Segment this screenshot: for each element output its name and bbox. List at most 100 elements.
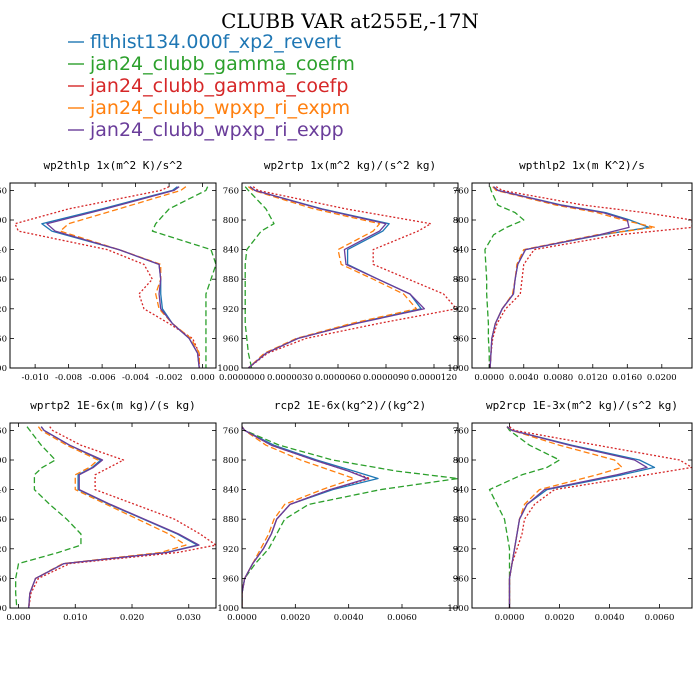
legend-entry: jan24_clubb_wpxp_ri_expm: [68, 97, 350, 119]
y-tick-label: 800: [0, 456, 7, 466]
panel-title: wpthlp2 1x(m K^2)/s: [519, 159, 645, 172]
y-tick-label: 840: [223, 486, 239, 496]
x-tick-label: 0.030: [177, 613, 201, 623]
x-tick-label: 0.020: [120, 613, 144, 623]
series-line: [508, 426, 692, 608]
series-line: [506, 426, 648, 608]
x-tick-label: 0.0060: [645, 613, 675, 623]
y-tick-label: 760: [453, 426, 469, 436]
series-line: [28, 426, 216, 608]
x-tick-label: -0.004: [122, 373, 149, 383]
y-tick-label: 800: [453, 456, 469, 466]
panel-title: wp2thlp 1x(m^2 K)/s^2: [43, 159, 182, 172]
series-line: [244, 186, 275, 368]
legend-entry: jan24_clubb_wpxp_ri_expp: [68, 119, 344, 141]
y-tick-label: 800: [453, 216, 469, 226]
x-tick-label: 0.0000120: [411, 373, 457, 383]
y-tick-label: 760: [223, 186, 239, 196]
x-tick-label: 0.0200: [647, 373, 677, 383]
series-line: [488, 426, 561, 608]
series-line: [28, 426, 200, 608]
series-line: [248, 186, 458, 368]
x-tick-label: 0.0080: [543, 373, 573, 383]
series-line: [242, 426, 355, 608]
x-tick-label: 0.0120: [578, 373, 608, 383]
plot-frame: [9, 422, 217, 609]
panel-title: rcp2 1E-6x(kg^2)/(kg^2): [274, 399, 426, 412]
y-tick-label: 840: [0, 486, 7, 496]
y-tick-label: 760: [223, 426, 239, 436]
x-tick-label: 0.0040: [509, 373, 539, 383]
series-line: [506, 426, 656, 608]
series-line: [489, 186, 650, 368]
x-tick-label: 0.0000000: [219, 373, 265, 383]
x-tick-label: -0.002: [155, 373, 182, 383]
series-line: [151, 186, 216, 368]
y-tick-label: 1000: [217, 364, 239, 374]
chart-panel: wp2thlp 1x(m^2 K)/s^2 760 800 840 880 920 960 1…: [0, 159, 217, 383]
y-tick-label: 880: [0, 275, 7, 285]
legend-label: jan24_clubb_wpxp_ri_expp: [89, 119, 344, 141]
y-tick-label: 1000: [447, 604, 469, 614]
panel-title: wp2rtp 1x(m^2 kg)/(s^2 kg): [264, 159, 436, 172]
x-tick-label: 0.0040: [595, 613, 625, 623]
y-tick-label: 880: [223, 275, 239, 285]
legend-entry: jan24_clubb_gamma_coefp: [68, 75, 348, 97]
y-tick-label: 1000: [0, 364, 7, 374]
y-tick-label: 920: [223, 545, 239, 555]
plot-frame: [471, 182, 693, 369]
x-tick-label: 0.0000: [227, 613, 257, 623]
legend: flthist134.000f_xp2_revertjan24_clubb_ga…: [68, 31, 355, 141]
y-tick-label: 960: [0, 574, 7, 584]
series-line: [59, 186, 200, 368]
y-tick-label: 880: [0, 515, 7, 525]
series-line: [242, 426, 368, 608]
chart-panel: wp2rtp 1x(m^2 kg)/(s^2 kg) 760 800 840 880 92…: [217, 159, 459, 383]
y-tick-label: 840: [0, 246, 7, 256]
series-line: [15, 426, 82, 608]
x-tick-label: 0.000: [190, 373, 214, 383]
series-line: [247, 186, 418, 368]
y-tick-label: 880: [223, 515, 239, 525]
series-group: [244, 186, 458, 368]
x-tick-label: 0.0000030: [267, 373, 313, 383]
x-tick-label: 0.0000060: [315, 373, 361, 383]
series-line: [489, 186, 630, 368]
x-tick-label: -0.006: [89, 373, 116, 383]
chart-panel: wpthlp2 1x(m K^2)/s 760 800 840 880 920 960 100…: [447, 159, 693, 383]
series-line: [484, 186, 525, 368]
plot-frame: [241, 422, 459, 609]
y-tick-label: 760: [0, 426, 7, 436]
x-tick-label: 0.0000: [474, 373, 504, 383]
series-line: [28, 426, 187, 608]
y-tick-label: 1000: [447, 364, 469, 374]
y-tick-label: 760: [453, 186, 469, 196]
x-tick-label: 0.010: [63, 613, 87, 623]
series-group: [488, 426, 692, 608]
legend-label: flthist134.000f_xp2_revert: [90, 31, 341, 53]
series-line: [506, 426, 623, 608]
series-line: [489, 186, 692, 368]
y-tick-label: 960: [0, 334, 7, 344]
y-tick-label: 920: [0, 545, 7, 555]
x-tick-label: 0.0160: [612, 373, 642, 383]
y-tick-label: 920: [453, 305, 469, 315]
legend-label: jan24_clubb_gamma_coefp: [89, 75, 348, 97]
series-line: [41, 186, 200, 368]
y-tick-label: 960: [453, 334, 469, 344]
series-line: [14, 186, 200, 368]
y-tick-label: 840: [453, 486, 469, 496]
series-group: [15, 426, 216, 608]
y-tick-label: 960: [223, 334, 239, 344]
y-tick-label: 800: [223, 216, 239, 226]
chart-panel: wprtp2 1E-6x(m kg)/(s kg) 760 800 840 880 920…: [0, 399, 217, 623]
chart-panels: wp2thlp 1x(m^2 K)/s^2 760 800 840 880 920 960 1…: [0, 159, 693, 623]
y-tick-label: 920: [223, 305, 239, 315]
x-tick-label: -0.010: [22, 373, 49, 383]
legend-label: jan24_clubb_gamma_coefm: [89, 53, 355, 75]
y-tick-label: 760: [0, 186, 7, 196]
y-tick-label: 920: [453, 545, 469, 555]
legend-entry: jan24_clubb_gamma_coefm: [68, 53, 355, 75]
y-tick-label: 920: [0, 305, 7, 315]
